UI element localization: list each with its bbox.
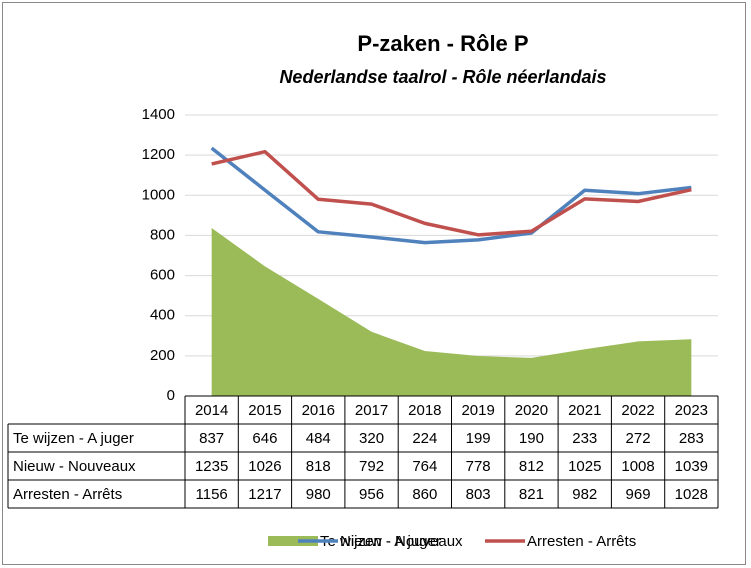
y-tick-label: 800 <box>150 226 175 243</box>
table-cell: 320 <box>359 430 384 447</box>
table-cell: 1039 <box>675 458 708 475</box>
table-cell: 1217 <box>248 486 281 503</box>
y-tick-label: 1200 <box>142 146 175 163</box>
table-cell: 812 <box>519 458 544 475</box>
legend-label: Te wijzen - A juger <box>320 533 441 550</box>
table-cell: 646 <box>252 430 277 447</box>
table-cell: 778 <box>466 458 491 475</box>
y-tick-label: 200 <box>150 347 175 364</box>
y-tick-label: 1400 <box>142 106 175 123</box>
x-tick-label: 2018 <box>408 402 441 419</box>
legend-swatch <box>268 536 318 546</box>
x-tick-label: 2015 <box>248 402 281 419</box>
table-cell: 982 <box>572 486 597 503</box>
table-cell: 792 <box>359 458 384 475</box>
table-row-label: Te wijzen - A juger <box>13 430 134 447</box>
table-cell: 283 <box>679 430 704 447</box>
table-cell: 272 <box>626 430 651 447</box>
y-tick-label: 400 <box>150 307 175 324</box>
x-tick-label: 2016 <box>302 402 335 419</box>
y-tick-label: 1000 <box>142 186 175 203</box>
y-tick-label: 0 <box>167 387 175 404</box>
line <box>210 146 692 245</box>
table-cell: 803 <box>466 486 491 503</box>
table-cell: 818 <box>306 458 331 475</box>
table-cell: 1025 <box>568 458 601 475</box>
table-row-label: Arresten - Arrêts <box>13 486 122 503</box>
table-cell: 956 <box>359 486 384 503</box>
x-tick-label: 2021 <box>568 402 601 419</box>
x-tick-label: 2023 <box>675 402 708 419</box>
x-tick-label: 2014 <box>195 402 228 419</box>
table-cell: 860 <box>412 486 437 503</box>
x-tick-label: 2020 <box>515 402 548 419</box>
table-cell: 1156 <box>196 486 228 503</box>
x-tick-label: 2017 <box>355 402 388 419</box>
x-tick-label: 2019 <box>461 402 494 419</box>
table-cell: 1235 <box>195 458 228 475</box>
chart-subtitle: Nederlandse taalrol - Rôle néerlandais <box>279 67 606 87</box>
y-tick-label: 600 <box>150 267 175 284</box>
table-cell: 484 <box>306 430 331 447</box>
chart-title: P-zaken - Rôle P <box>357 31 528 56</box>
line <box>211 149 692 237</box>
table-cell: 190 <box>519 430 544 447</box>
area <box>211 228 692 396</box>
table-cell: 1008 <box>621 458 654 475</box>
table-cell: 837 <box>199 430 224 447</box>
table-cell: 224 <box>412 430 437 447</box>
legend-label: Nieuw - Nouveaux <box>340 533 463 550</box>
table-cell: 764 <box>412 458 437 475</box>
table-cell: 199 <box>466 430 491 447</box>
table-row-label: Nieuw - Nouveaux <box>13 458 136 475</box>
legend-label: Arresten - Arrêts <box>527 533 636 550</box>
x-tick-label: 2022 <box>621 402 654 419</box>
table-cell: 1028 <box>675 486 708 503</box>
table-cell: 821 <box>519 486 544 503</box>
table-cell: 1026 <box>248 458 281 475</box>
table-cell: 233 <box>572 430 597 447</box>
table-cell: 980 <box>306 486 331 503</box>
table-cell: 969 <box>626 486 651 503</box>
